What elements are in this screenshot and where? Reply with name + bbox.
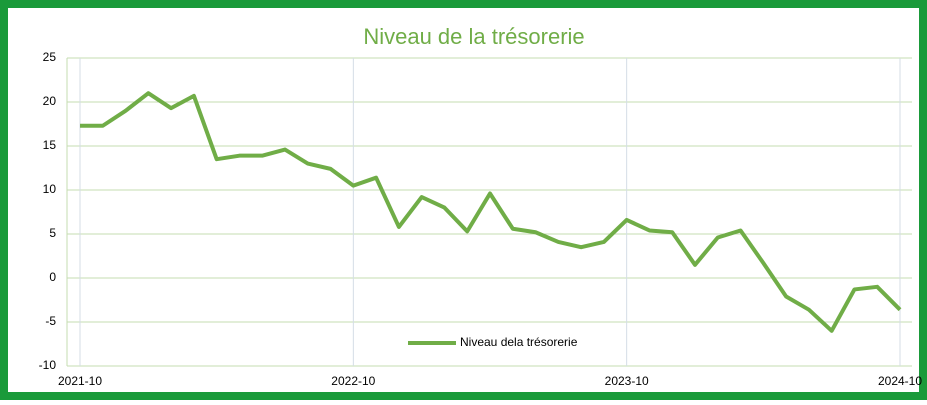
x-tick-label: 2022-10 xyxy=(331,374,375,388)
y-tick-label: 5 xyxy=(49,226,56,240)
data-line xyxy=(80,91,902,333)
y-tick-label: 25 xyxy=(43,50,57,64)
x-tick-label: 2024-10 xyxy=(878,374,922,388)
y-tick-label: 0 xyxy=(49,270,56,284)
y-tick-label: -5 xyxy=(45,314,56,328)
legend-label: Niveau dela trésorerie xyxy=(460,335,578,349)
y-tick-label: 10 xyxy=(43,182,57,196)
y-tick-label: 15 xyxy=(43,138,57,152)
y-tick-label: -10 xyxy=(39,358,57,372)
x-tick-label: 2021-10 xyxy=(58,374,102,388)
y-tick-label: 20 xyxy=(43,94,57,108)
chart-title: Niveau de la trésorerie xyxy=(363,24,584,49)
x-tick-label: 2023-10 xyxy=(605,374,649,388)
